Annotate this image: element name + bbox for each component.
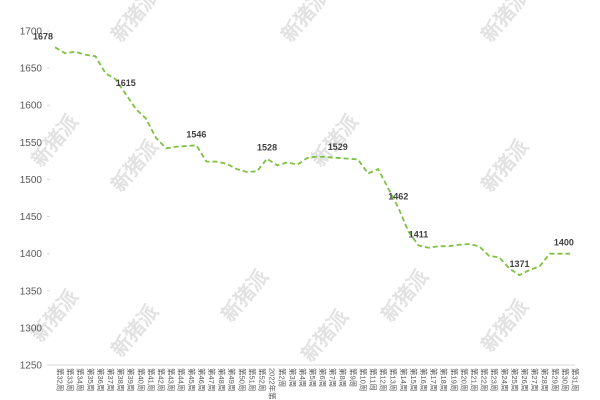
y-tick-label: 1700 [20, 27, 43, 38]
watermark: 新猪派 [106, 0, 164, 46]
x-tick-label: 第26周 [520, 368, 530, 391]
x-tick-label: 第16周 [419, 368, 429, 391]
line [54, 46, 570, 277]
x-tick-label: 第44周 [177, 368, 187, 391]
x-tick-label: 第48周 [217, 368, 227, 391]
y-tick-label: 1600 [20, 101, 43, 112]
watermark: 新猪派 [476, 134, 534, 196]
x-tick-label: 第42周 [157, 368, 167, 391]
x-tick-label: 第47周 [207, 368, 217, 391]
x-tick-label: 第11周 [369, 368, 379, 391]
y-tick-label: 1300 [20, 323, 43, 334]
x-tick-label: 第10周 [358, 368, 368, 391]
watermark: 新猪派 [376, 264, 434, 326]
x-tick-label: 2022年第1周 [268, 368, 278, 400]
x-tick-label: 第30周 [560, 368, 570, 391]
watermark: 新猪派 [296, 304, 354, 366]
x-tick-label: 第22周 [480, 368, 490, 391]
x-tick-label: 第46周 [197, 368, 207, 391]
watermark: 新猪派 [216, 264, 274, 326]
x-tick-label: 第13周 [389, 368, 399, 391]
x-tick-label: 第49周 [227, 368, 237, 391]
x-tick-label: 第25周 [510, 368, 520, 391]
x-tick-label: 第38周 [116, 368, 126, 391]
x-tick-label: 第7周 [328, 368, 338, 387]
x-tick-label: 第32周 [56, 368, 66, 391]
x-tick-label: 第12周 [379, 368, 389, 391]
watermark: 新猪派 [476, 294, 534, 356]
x-tick-label: 第18周 [439, 368, 449, 391]
data-label: 1528 [257, 143, 277, 153]
x-tick-label: 第51周 [247, 368, 257, 391]
x-tick-label: 第29周 [550, 368, 560, 391]
y-tick-label: 1500 [20, 175, 43, 186]
x-tick-label: 第4周 [298, 368, 308, 387]
x-tick-label: 第14周 [399, 368, 409, 391]
x-tick-label: 第31周 [570, 368, 580, 391]
data-label: 1462 [388, 192, 408, 202]
x-tick-label: 第24周 [500, 368, 510, 391]
x-tick-label: 第17周 [429, 368, 439, 391]
data-label: 1678 [33, 31, 53, 41]
x-tick-label: 第23周 [490, 368, 500, 391]
x-tick-label: 第37周 [106, 368, 116, 391]
y-tick-label: 1350 [20, 286, 43, 297]
x-tick-label: 第19周 [449, 368, 459, 391]
data-label: 1529 [328, 142, 348, 152]
x-tick-label: 第41周 [146, 368, 156, 391]
y-tick-label: 1250 [20, 361, 43, 372]
x-tick-label: 第2周 [278, 368, 288, 387]
x-tick-label: 第34周 [76, 368, 86, 391]
y-tick-label: 1650 [20, 64, 43, 75]
x-tick-label: 第5周 [308, 368, 318, 387]
x-tick-label: 第6周 [318, 368, 328, 387]
data-label: 1400 [554, 238, 574, 248]
x-tick-label: 第50周 [237, 368, 247, 391]
data-label: 1371 [509, 259, 529, 269]
x-tick-label: 第33周 [66, 368, 76, 391]
data-label: 1615 [116, 78, 136, 88]
x-tick-label: 第27周 [530, 368, 540, 391]
x-tick-label: 第20周 [459, 368, 469, 391]
x-tick-label: 第43周 [167, 368, 177, 391]
x-tick-label: 第8周 [338, 368, 348, 387]
watermark: 新猪派 [106, 134, 164, 196]
x-tick-label: 第28周 [540, 368, 550, 391]
x-tick-label: 第21周 [469, 368, 479, 391]
data-label: 1411 [409, 230, 429, 240]
x-tick-label: 第15周 [409, 368, 419, 391]
x-tick-label: 第36周 [96, 368, 106, 391]
y-tick-label: 1450 [20, 212, 43, 223]
x-tick-label: 第35周 [86, 368, 96, 391]
data-label: 1546 [186, 129, 206, 139]
y-tick-label: 1550 [20, 138, 43, 149]
watermark: 新猪派 [476, 0, 534, 46]
x-tick-label: 第45周 [187, 368, 197, 391]
x-tick-label: 第52周 [257, 368, 267, 391]
x-tick-label: 第39周 [126, 368, 136, 391]
watermark: 新猪派 [106, 299, 164, 361]
x-tick-label: 第3周 [288, 368, 298, 387]
watermark: 新猪派 [276, 0, 334, 46]
x-tick-label: 第9周 [348, 368, 358, 387]
y-tick-label: 1400 [20, 249, 43, 260]
x-tick-label: 第40周 [136, 368, 146, 391]
watermark: 新猪派 [306, 109, 364, 171]
